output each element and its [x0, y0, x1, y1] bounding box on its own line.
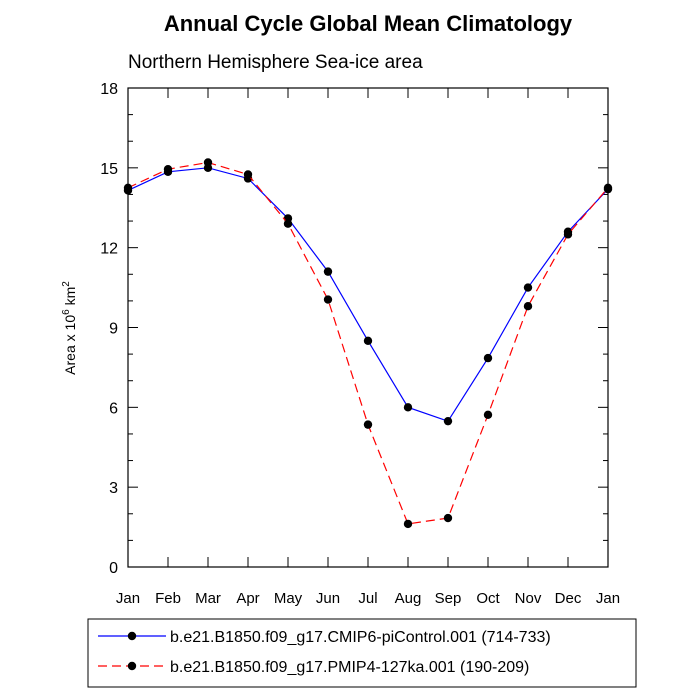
series-1-point [323, 267, 333, 276]
y-tick-label: 6 [109, 400, 118, 417]
x-tick-label: Aug [395, 590, 422, 607]
series-2-point [563, 230, 573, 239]
x-tick-label: Nov [515, 590, 542, 607]
series-layer [123, 158, 613, 529]
svg-text:Area x 106 km2: Area x 106 km2 [61, 281, 78, 375]
y-tick-label: 0 [109, 560, 118, 577]
series-1-point [483, 353, 493, 363]
series-2-point [523, 302, 533, 311]
legend-marker-2 [127, 661, 137, 671]
series-2-point [203, 158, 213, 167]
y-axis-label: Area x 106 km2 [61, 281, 78, 375]
series-2-point [123, 183, 133, 192]
series-2-point [443, 513, 453, 523]
y-axis-label-exponent: 6 [61, 309, 72, 315]
legend-label-2: b.e21.B1850.f09_g17.PMIP4-127ka.001 (190… [170, 659, 529, 676]
y-axis-label-prefix: Area x 10 [62, 315, 78, 375]
x-tick-label: Jul [358, 590, 377, 607]
series-2-point [163, 164, 173, 174]
x-tick-label: Dec [555, 590, 582, 607]
series-1 [123, 163, 613, 426]
chart-subtitle: Northern Hemisphere Sea-ice area [128, 52, 423, 73]
y-axis-label-unit-exponent: 2 [61, 281, 72, 287]
axes: 0 3 6 9 12 15 18 Jan Feb Mar Apr May Jun Jul Aug Sep Oct… [100, 81, 620, 607]
series-2-point [283, 219, 293, 228]
series-2-point [403, 519, 413, 529]
x-tick-label: Mar [195, 590, 221, 607]
series-2-point [323, 295, 333, 304]
legend-label-1: b.e21.B1850.f09_g17.CMIP6-piControl.001 … [170, 629, 551, 646]
series-2-point [603, 183, 613, 192]
x-tick-label: Sep [435, 590, 462, 607]
series-1-point [403, 403, 413, 412]
x-tick-label: Apr [236, 590, 259, 607]
x-tick-label: Jan [116, 590, 140, 607]
chart-title: Annual Cycle Global Mean Climatology [164, 11, 573, 36]
x-tick-label: Jan [596, 590, 620, 607]
y-tick-label: 18 [100, 81, 118, 98]
x-tick-label: Oct [476, 590, 500, 607]
x-tick-label: May [274, 590, 303, 607]
x-tick-label: Feb [155, 590, 181, 607]
series-1-point [363, 336, 373, 346]
series-1-point [443, 416, 453, 426]
y-tick-label: 9 [109, 321, 118, 338]
y-tick-label: 12 [100, 241, 118, 258]
series-2 [123, 158, 613, 529]
y-tick-label: 3 [109, 480, 118, 497]
series-2-point [243, 170, 253, 179]
y-axis-label-unit: km [62, 287, 78, 310]
legend-box [87, 618, 637, 688]
legend: b.e21.B1850.f09_g17.CMIP6-piControl.001 … [98, 629, 551, 676]
x-tick-label: Jun [316, 590, 340, 607]
plot-frame [127, 87, 609, 568]
series-1-point [523, 283, 533, 292]
y-tick-label: 15 [100, 161, 118, 178]
legend-marker-1 [127, 631, 137, 641]
series-1-line [127, 167, 609, 422]
series-2-point [363, 420, 373, 429]
series-2-point [483, 410, 493, 419]
